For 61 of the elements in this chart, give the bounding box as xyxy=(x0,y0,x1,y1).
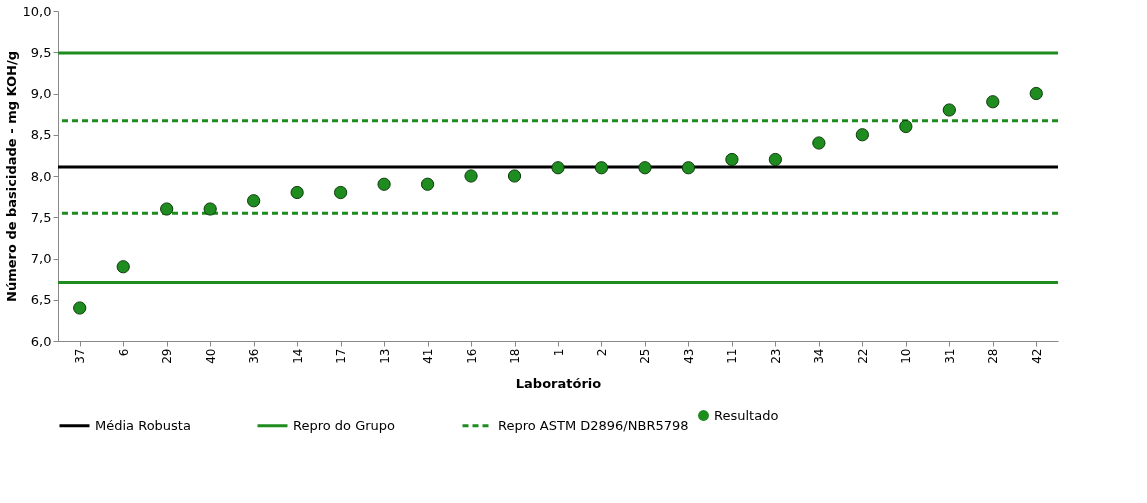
x-tick-label: 40 xyxy=(203,348,218,364)
x-tick-label: 36 xyxy=(247,348,262,364)
point xyxy=(333,185,348,200)
point xyxy=(551,161,565,175)
legend-label: Resultado xyxy=(714,407,779,423)
x-tick-label: 11 xyxy=(725,348,740,364)
x-tick-label: 28 xyxy=(986,348,1001,364)
x-tick-label: 1 xyxy=(551,348,566,357)
y-tick-label: 9,5 xyxy=(30,44,52,60)
x-tick-label: 31 xyxy=(942,348,957,364)
x-tick-label: 42 xyxy=(1029,348,1044,364)
point xyxy=(290,185,304,200)
x-tick-label: 43 xyxy=(681,348,696,364)
x-tick-label: 25 xyxy=(638,348,653,364)
y-tick-label: 6,0 xyxy=(30,333,52,349)
x-tick-label: 22 xyxy=(855,348,870,364)
x-tick-label: 34 xyxy=(812,348,827,364)
x-tick-label: 14 xyxy=(290,348,305,364)
point xyxy=(899,119,913,134)
point xyxy=(420,177,435,191)
y-tick-label: 7,5 xyxy=(30,209,52,225)
y-tick-label: 9,0 xyxy=(30,86,52,101)
point xyxy=(942,103,956,117)
point xyxy=(203,202,217,216)
point xyxy=(768,152,783,167)
legend-label: Média Robusta xyxy=(95,417,191,433)
point xyxy=(986,95,1000,109)
point xyxy=(638,161,652,175)
legend-label: Repro do Grupo xyxy=(293,417,396,433)
x-tick-label: 18 xyxy=(508,348,523,364)
legend-label: Repro ASTM D2896/NBR5798 xyxy=(498,417,689,433)
point xyxy=(594,161,609,175)
point xyxy=(247,194,261,208)
y-tick-label: 10,0 xyxy=(22,3,52,19)
x-tick-label: 10 xyxy=(899,348,914,364)
x-tick-label: 23 xyxy=(768,348,783,364)
point xyxy=(507,169,522,183)
y-tick-label: 7,0 xyxy=(30,251,52,266)
x-tick-label: 37 xyxy=(73,348,88,364)
point xyxy=(855,128,869,142)
point xyxy=(377,177,391,191)
x-tick-label: 2 xyxy=(594,348,609,357)
x-axis-title: Laboratório xyxy=(515,375,602,391)
point xyxy=(812,136,826,150)
x-tick-label: 41 xyxy=(421,348,436,364)
x-tick-label: 16 xyxy=(464,348,479,364)
x-tick-label: 29 xyxy=(160,348,175,364)
y-tick-label: 8,0 xyxy=(30,168,52,184)
y-axis-title: Número de basicidade - mg KOH/g xyxy=(3,51,19,302)
point xyxy=(681,161,696,175)
x-tick-label: 13 xyxy=(377,348,392,364)
point xyxy=(116,260,130,274)
y-tick-label: 6,5 xyxy=(30,292,52,308)
y-tick-label: 8,5 xyxy=(30,127,52,143)
point xyxy=(1029,86,1043,101)
point xyxy=(725,152,739,167)
point xyxy=(73,301,87,315)
point xyxy=(464,169,478,183)
point xyxy=(160,202,174,216)
x-tick-label: 6 xyxy=(116,348,131,357)
x-tick-label: 17 xyxy=(334,348,349,364)
